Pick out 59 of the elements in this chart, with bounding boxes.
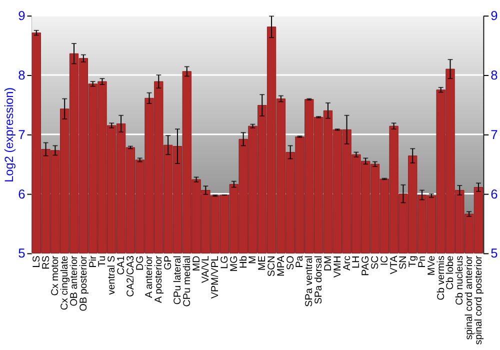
x-tick-label: DM	[322, 256, 334, 272]
x-tick-label: Pa	[294, 255, 306, 268]
x-tick-label: DG	[134, 256, 146, 271]
x-tick-label: A anterior	[144, 254, 156, 298]
x-tick-label: CPu lateral	[172, 256, 184, 305]
x-tick-label: Cb nucleus	[454, 256, 466, 306]
x-tick-label: SPa ventral	[304, 256, 316, 307]
x-tick-label: CPu medial	[182, 256, 193, 307]
x-tick-label: MD	[191, 256, 202, 272]
x-tick-label: A posterior	[154, 254, 165, 303]
x-tick-label: SPa dorsal	[314, 256, 325, 304]
x-tick-label: LG	[219, 256, 230, 269]
y-tick-label: 8	[18, 67, 26, 82]
x-tick-label: Pn	[417, 256, 428, 268]
x-tick-label: MG	[228, 256, 240, 272]
x-tick-label: OB anterior	[68, 254, 80, 306]
x-tick-label: ME	[257, 255, 268, 271]
x-tick-label: Cx cingulate	[60, 255, 71, 310]
x-tick-label: Cb lobe	[445, 255, 456, 290]
x-tick-label: Hb	[238, 255, 250, 268]
x-tick-label: M	[248, 256, 259, 264]
y2-tick-label: 5	[490, 246, 498, 261]
x-tick-label: SC	[370, 256, 381, 270]
y-tick-label: 5	[18, 246, 26, 261]
x-tick-label: SO	[285, 255, 296, 270]
x-tick-label: Tu	[97, 256, 108, 267]
x-tick-label: spinal cord anterior	[464, 254, 476, 340]
y-tick-label: 7	[18, 126, 26, 142]
x-tick-label: VTA	[388, 255, 400, 274]
x-tick-label: MPA	[276, 255, 287, 276]
x-tick-label: MVe	[426, 255, 438, 276]
y2-tick-label: 8	[490, 67, 498, 82]
x-tick-label: Arc	[342, 256, 353, 271]
x-tick-label: Cb vermis	[436, 256, 447, 300]
y2-tick-label: 7	[490, 126, 498, 142]
y-tick-label: 9	[18, 8, 26, 24]
x-tick-label: SCN	[266, 256, 278, 277]
y-axis-title: Log2 (expression)	[2, 87, 16, 182]
x-tick-label: CA2/CA3	[125, 255, 136, 297]
x-tick-label: spinal cord posterior	[473, 254, 484, 345]
y-tick-label: 6	[18, 186, 26, 202]
x-tick-label: VMH	[332, 256, 344, 278]
x-tick-label: PAG	[360, 256, 372, 276]
y2-tick-label: 9	[490, 8, 498, 24]
y2-tick-label: 6	[490, 186, 498, 202]
x-tick-label: SN	[398, 256, 410, 270]
x-tick-label: Tg	[408, 256, 419, 268]
x-tick-label: OB posterior	[78, 254, 90, 312]
x-tick-label: RS	[40, 255, 52, 270]
x-tick-label: VA/VL	[200, 255, 212, 283]
x-tick-label: GP	[163, 255, 174, 270]
x-tick-label: Pir	[88, 254, 99, 268]
x-tick-label: LH	[351, 256, 362, 268]
x-tick-label: VPM/VPL	[210, 255, 222, 299]
x-tick-label: IC	[379, 256, 390, 266]
x-tick-label: Cx motor	[50, 254, 62, 296]
x-tick-label: ventral S	[106, 255, 118, 295]
x-tick-label: LS	[31, 255, 42, 268]
x-tick-label: CA1	[116, 255, 128, 275]
